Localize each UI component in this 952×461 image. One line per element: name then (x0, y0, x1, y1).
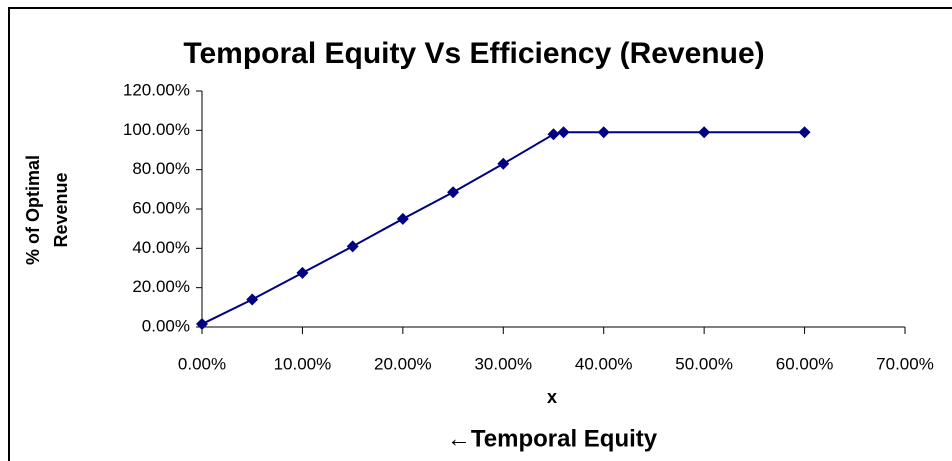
marker (547, 128, 560, 141)
y-axis-label: Revenue (51, 172, 71, 247)
marker (557, 126, 570, 139)
marker (447, 186, 460, 199)
x-tick-label: 40.00% (575, 354, 633, 373)
marker (196, 318, 208, 331)
x-tick-label: 30.00% (474, 354, 532, 373)
x-tick-label: 0.00% (178, 354, 226, 373)
marker (698, 126, 711, 139)
marker (597, 126, 610, 139)
marker (346, 240, 359, 253)
chart-border (8, 7, 952, 461)
y-tick-label: 20.00% (132, 277, 190, 296)
annotation: ←Temporal Equity (447, 425, 658, 452)
x-tick-label: 50.00% (675, 354, 733, 373)
marker (798, 126, 811, 139)
x-tick-label: 60.00% (776, 354, 834, 373)
marker (296, 266, 309, 279)
y-tick-label: 80.00% (132, 159, 190, 178)
y-tick-label: 120.00% (123, 80, 190, 99)
y-tick-label: 60.00% (132, 198, 190, 217)
x-tick-label: 70.00% (876, 354, 934, 373)
x-tick-label: 20.00% (374, 354, 432, 373)
y-tick-label: 100.00% (123, 120, 190, 139)
marker (246, 293, 259, 306)
y-axis-label: % of Optimal (23, 155, 43, 265)
y-tick-label: 0.00% (142, 316, 190, 335)
y-tick-label: 40.00% (132, 238, 190, 257)
series-line (201, 131, 805, 325)
x-tick-label: 10.00% (274, 354, 332, 373)
marker (497, 157, 510, 170)
chart-title: Temporal Equity Vs Efficiency (Revenue) (183, 37, 764, 70)
marker (396, 212, 409, 225)
x-axis-label: x (547, 387, 557, 407)
